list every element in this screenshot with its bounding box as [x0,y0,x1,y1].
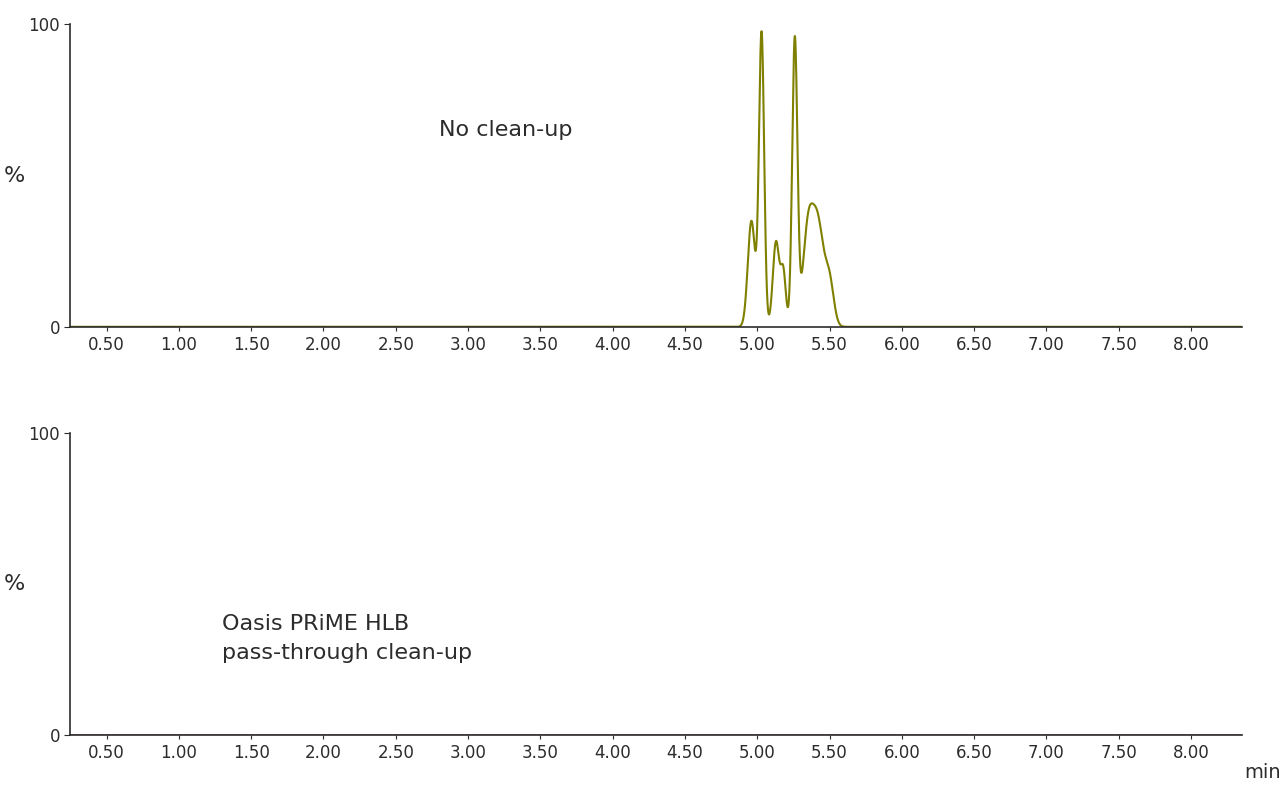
Text: min: min [1244,763,1280,781]
Text: No clean-up: No clean-up [439,120,572,140]
Y-axis label: %: % [4,574,26,594]
Y-axis label: %: % [4,166,26,186]
Text: Oasis PRiME HLB
pass-through clean-up: Oasis PRiME HLB pass-through clean-up [223,613,472,663]
